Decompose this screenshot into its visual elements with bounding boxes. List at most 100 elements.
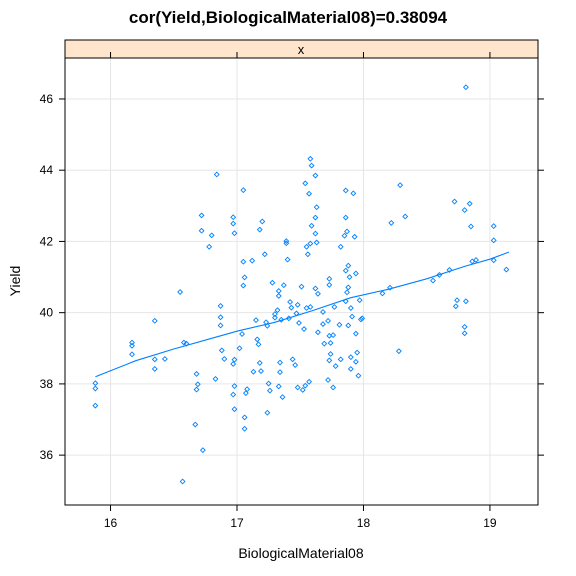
data-point (231, 230, 238, 237)
data-point (351, 233, 358, 240)
data-point (277, 369, 283, 376)
data-point (397, 182, 404, 189)
data-point (352, 330, 359, 337)
data-point (289, 356, 296, 363)
data-point (221, 356, 228, 362)
data-point (231, 356, 238, 363)
data-point (327, 340, 334, 346)
data-point (240, 282, 247, 289)
data-point (337, 356, 344, 363)
data-point (256, 359, 263, 366)
data-point (302, 382, 309, 389)
data-point (355, 372, 362, 379)
data-point (254, 336, 261, 343)
data-point (430, 277, 436, 284)
x-axis-label: BiologicalMaterial08 (238, 545, 364, 561)
data-point (330, 332, 337, 339)
data-point (327, 351, 334, 357)
data-point (461, 323, 468, 330)
data-point (503, 266, 510, 273)
data-point (307, 304, 314, 310)
data-point (287, 299, 294, 305)
data-point (466, 200, 473, 207)
data-point (259, 218, 266, 225)
data-point (356, 297, 363, 304)
data-point (231, 383, 238, 389)
data-point (192, 421, 199, 428)
data-point (264, 409, 271, 416)
data-point (326, 281, 333, 288)
data-point (388, 219, 395, 226)
y-tick-label: 36 (40, 448, 54, 462)
data-point (345, 284, 352, 291)
data-point (331, 304, 338, 310)
data-point (258, 368, 264, 375)
data-point (336, 321, 343, 328)
data-point (217, 302, 224, 309)
data-point (285, 315, 292, 322)
data-point (461, 207, 468, 214)
data-point (92, 402, 99, 409)
data-point (325, 377, 331, 383)
data-point (312, 285, 319, 292)
data-point (253, 317, 259, 324)
grid (65, 58, 538, 505)
data-point (349, 313, 356, 320)
data-point (151, 356, 158, 363)
data-point (402, 213, 409, 220)
data-point (272, 311, 278, 318)
data-point (298, 283, 305, 290)
data-point (320, 309, 326, 315)
x-tick-label: 18 (357, 516, 371, 530)
data-point (241, 414, 248, 421)
data-point (198, 212, 205, 219)
data-point (231, 406, 238, 413)
data-point (304, 251, 311, 258)
data-point (451, 198, 458, 205)
data-point (473, 257, 479, 263)
data-point (461, 330, 468, 337)
data-point (294, 384, 301, 391)
data-point (354, 349, 361, 356)
data-point (452, 303, 459, 310)
x-tick-label: 19 (483, 516, 497, 530)
data-point (194, 381, 201, 388)
data-point (129, 351, 135, 358)
data-point (230, 220, 237, 227)
data-point (277, 359, 283, 366)
data-point (345, 262, 352, 269)
data-point (446, 266, 453, 273)
data-point (292, 362, 299, 368)
data-point (179, 478, 186, 485)
data-point (217, 322, 224, 329)
data-point (347, 366, 354, 372)
data-point (337, 243, 344, 250)
data-point (308, 162, 315, 169)
y-tick-labels: 36 38 40 42 44 46 (40, 92, 54, 462)
data-point (342, 298, 349, 305)
data-point (129, 342, 135, 349)
data-point (308, 222, 315, 229)
data-point (387, 284, 393, 291)
data-point (278, 316, 285, 323)
data-point (345, 322, 352, 329)
data-point (342, 214, 349, 221)
strip-label: x (298, 42, 305, 57)
data-point (347, 354, 354, 361)
data-point (312, 230, 319, 237)
data-point (183, 340, 190, 347)
data-point (275, 288, 282, 294)
data-point (218, 347, 225, 354)
y-axis-label: Yield (7, 266, 23, 297)
data-points (92, 84, 510, 485)
data-point (302, 180, 309, 187)
data-point (256, 226, 263, 233)
data-point (274, 307, 281, 314)
data-point (92, 380, 99, 387)
y-tick-label: 46 (40, 92, 54, 106)
data-point (193, 370, 200, 377)
data-point (299, 387, 306, 393)
data-point (341, 232, 348, 239)
data-point (249, 257, 256, 264)
